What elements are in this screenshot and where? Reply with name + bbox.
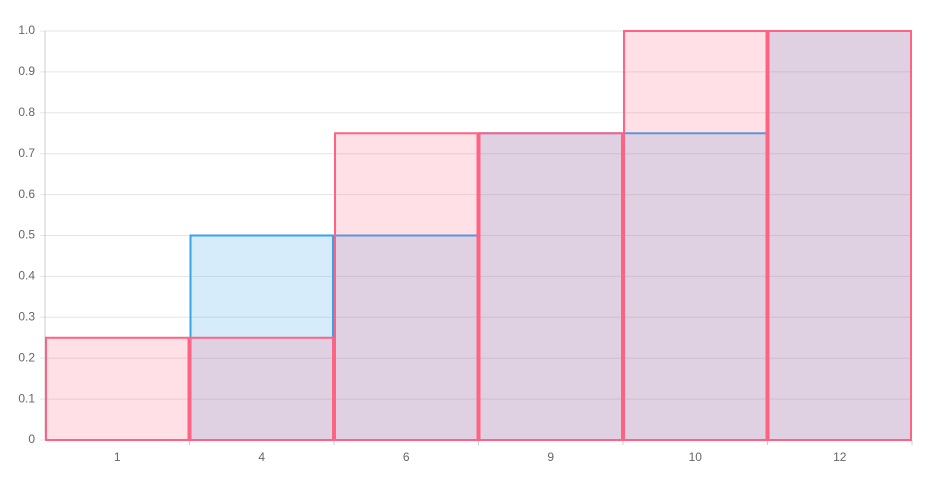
x-tick-label: 12	[833, 450, 847, 464]
y-tick-label: 0.7	[18, 146, 35, 160]
bar	[623, 30, 768, 441]
bar	[334, 234, 479, 441]
y-tick-label: 0.9	[18, 64, 35, 78]
y-tick-label: 0.4	[18, 269, 35, 283]
y-tick-label: 0.5	[18, 228, 35, 242]
y-tick-label: 1.0	[18, 23, 35, 37]
bar	[478, 132, 623, 441]
bar	[334, 132, 479, 441]
y-tick-label: 0.6	[18, 187, 35, 201]
y-tick-label: 0.8	[18, 105, 35, 119]
bar	[767, 30, 912, 441]
bar	[767, 30, 912, 441]
x-tick-label: 9	[547, 450, 554, 464]
x-tick-label: 6	[403, 450, 410, 464]
y-tick-label: 0	[28, 432, 35, 446]
bar	[45, 336, 190, 441]
bar	[623, 132, 768, 441]
bar	[189, 336, 334, 441]
y-tick-label: 0.1	[18, 391, 35, 405]
y-tick-label: 0.3	[18, 309, 35, 323]
y-tick-label: 0.2	[18, 350, 35, 364]
bar	[478, 132, 623, 441]
x-tick-label: 1	[114, 450, 121, 464]
x-tick-label: 4	[258, 450, 265, 464]
x-tick-label: 10	[689, 450, 703, 464]
